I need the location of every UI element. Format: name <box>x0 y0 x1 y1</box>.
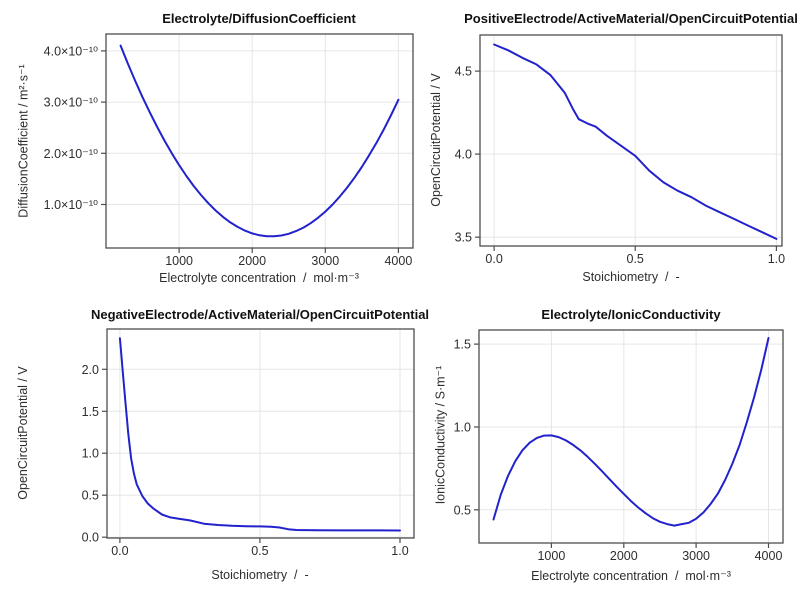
y-tick-label: 3.0×10⁻¹⁰ <box>44 96 98 110</box>
y-tick-label: 2.0×10⁻¹⁰ <box>44 147 98 161</box>
x-axis-label: Stoichiometry / - <box>211 568 309 582</box>
x-tick-label: 4000 <box>755 549 783 563</box>
y-tick-label: 1.5 <box>454 338 471 352</box>
y-tick-label: 3.5 <box>455 231 472 245</box>
x-tick-label: 2000 <box>238 254 266 268</box>
x-tick-label: 4000 <box>384 254 412 268</box>
x-axis-label: Electrolyte concentration / mol·m⁻³ <box>159 271 359 285</box>
y-tick-label: 2.0 <box>82 363 99 377</box>
plot-frame <box>479 34 783 247</box>
x-axis-label: Stoichiometry / - <box>582 270 680 284</box>
y-tick-label: 0.5 <box>454 503 471 517</box>
chart-title: Electrolyte/IonicConductivity <box>541 307 721 322</box>
x-tick-label: 0.5 <box>627 252 644 266</box>
x-tick-label: 0.0 <box>111 544 128 558</box>
y-tick-label: 1.0 <box>454 421 471 435</box>
y-tick-label: 4.0 <box>455 148 472 162</box>
x-tick-label: 3000 <box>311 254 339 268</box>
y-tick-label: 0.5 <box>82 489 99 503</box>
y-tick-label: 4.5 <box>455 65 472 79</box>
series-line <box>118 337 401 532</box>
x-tick-label: 1.0 <box>768 252 785 266</box>
chart-title: NegativeElectrode/ActiveMaterial/OpenCir… <box>90 307 430 322</box>
x-tick-label: 1000 <box>537 549 565 563</box>
x-tick-label: 2000 <box>610 549 638 563</box>
x-axis-label: Electrolyte concentration / mol·m⁻³ <box>531 569 731 583</box>
x-tick-label: 0.0 <box>485 252 502 266</box>
x-tick-label: 0.5 <box>251 544 268 558</box>
plot-frame <box>106 328 415 539</box>
series-line <box>493 43 778 240</box>
chart-title: Electrolyte/DiffusionCoefficient <box>162 11 356 26</box>
x-tick-label: 1000 <box>165 254 193 268</box>
y-tick-label: 4.0×10⁻¹⁰ <box>44 44 98 58</box>
x-tick-label: 3000 <box>682 549 710 563</box>
plot-frame <box>105 33 414 249</box>
y-tick-label: 0.0 <box>82 531 99 545</box>
y-axis-label: IonicConductivity / S·m⁻¹ <box>433 365 448 505</box>
plot-frame <box>478 329 784 544</box>
series-line <box>119 44 400 238</box>
x-tick-label: 1.0 <box>391 544 408 558</box>
y-tick-label: 1.5 <box>82 405 99 419</box>
chart-title: PositiveElectrode/ActiveMaterial/OpenCir… <box>464 11 798 26</box>
series-line <box>492 337 770 527</box>
y-tick-label: 1.0 <box>82 447 99 461</box>
y-tick-label: 1.0×10⁻¹⁰ <box>44 198 98 212</box>
